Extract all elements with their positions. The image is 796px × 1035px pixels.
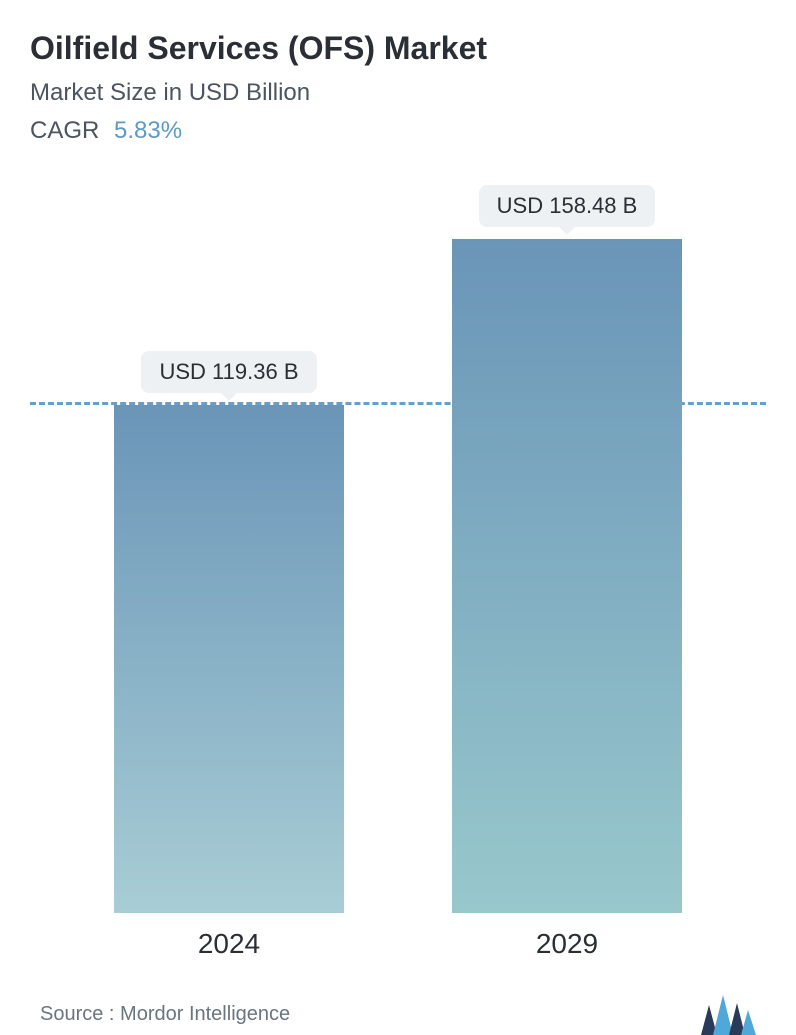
bar-value-label: USD 119.36 B — [141, 351, 316, 393]
chart-plot-area: USD 119.36 B USD 158.48 B — [30, 185, 766, 913]
source-text: Source : Mordor Intelligence — [40, 1003, 290, 1026]
bar — [452, 239, 682, 913]
x-axis-label: 2029 — [452, 928, 682, 960]
bar-group-2024: USD 119.36 B — [114, 351, 344, 912]
x-axis-label: 2024 — [114, 928, 344, 960]
bar — [114, 405, 344, 912]
mordor-logo-icon — [701, 995, 756, 1035]
cagr-value: 5.83% — [114, 117, 182, 144]
chart-container: Oilfield Services (OFS) Market Market Si… — [0, 0, 796, 1034]
cagr-label: CAGR — [30, 117, 99, 144]
chart-footer: Source : Mordor Intelligence — [30, 960, 766, 1035]
bar-group-2029: USD 158.48 B — [452, 185, 682, 913]
x-axis-labels: 2024 2029 — [30, 913, 766, 960]
chart-subtitle: Market Size in USD Billion — [30, 79, 766, 107]
bar-value-label: USD 158.48 B — [479, 185, 656, 227]
chart-title: Oilfield Services (OFS) Market — [30, 30, 766, 67]
cagr-row: CAGR 5.83% — [30, 117, 766, 145]
